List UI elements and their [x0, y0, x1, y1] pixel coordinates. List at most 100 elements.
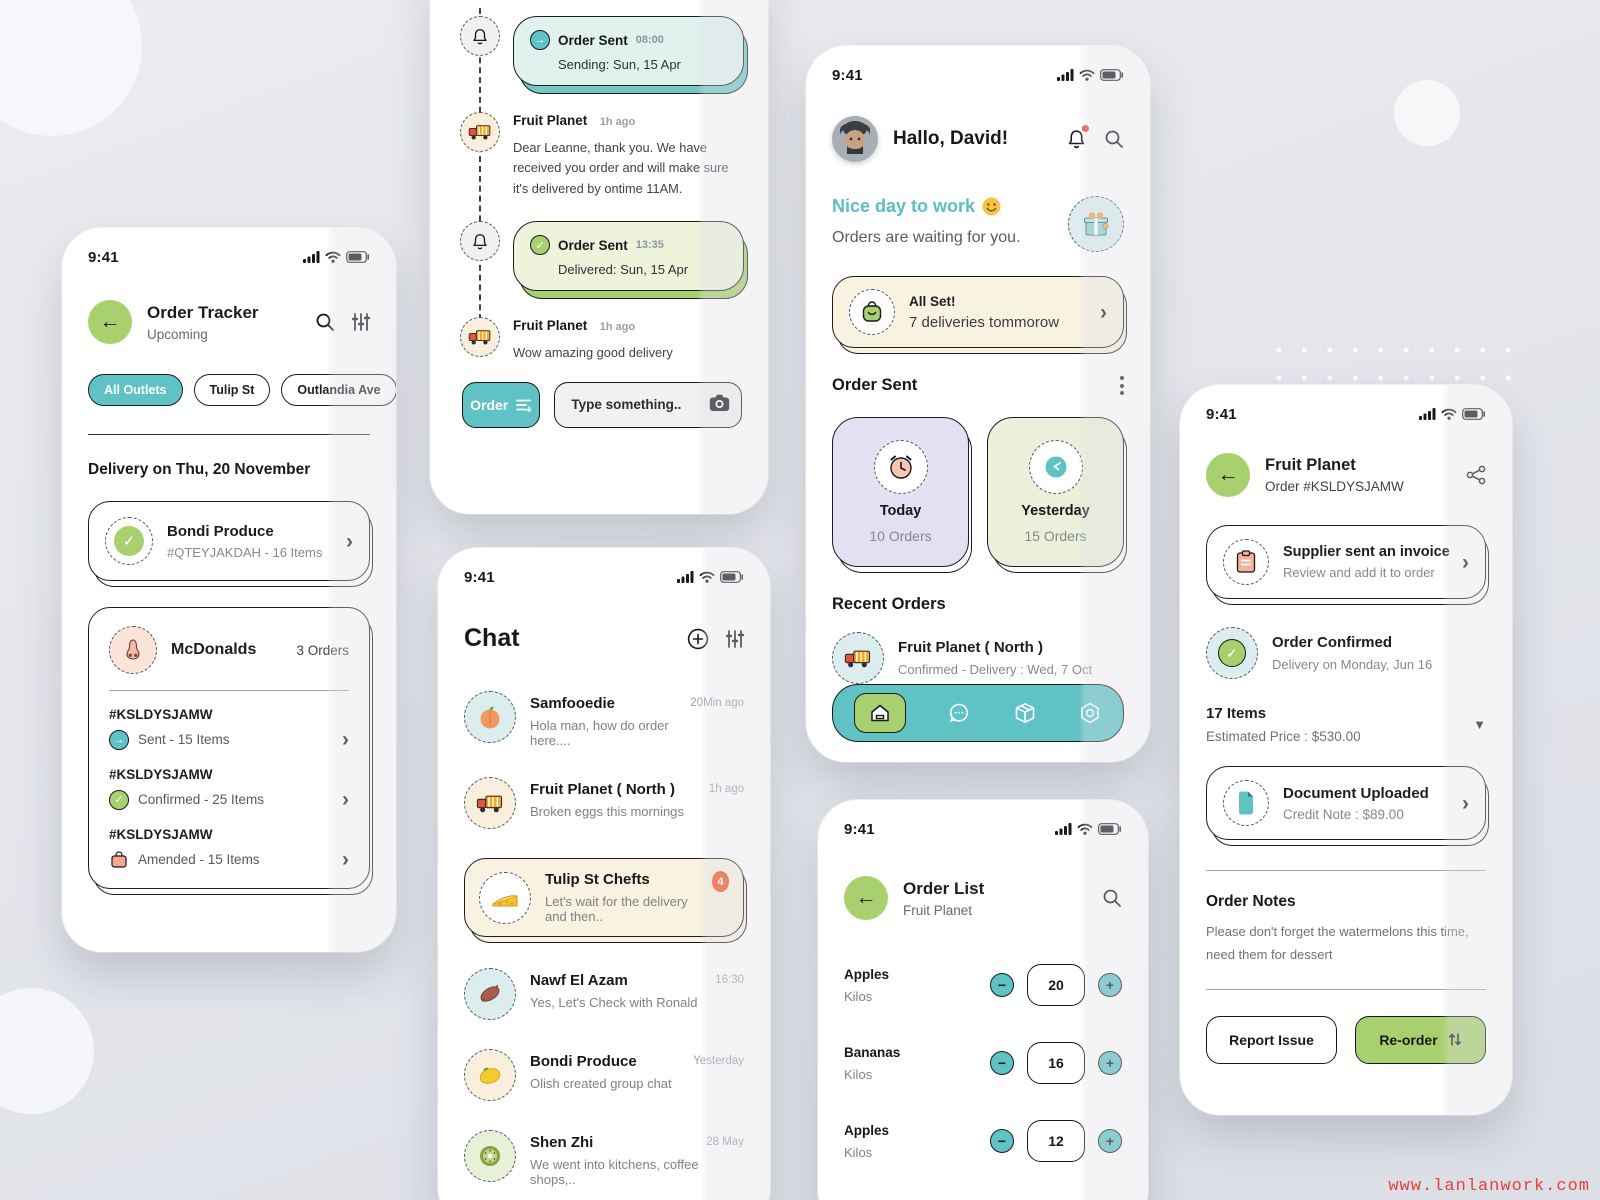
search-icon[interactable] [315, 312, 335, 332]
recent-order-row[interactable]: Fruit Planet ( North ) Confirmed - Deliv… [832, 632, 1124, 684]
chip-outlandia-ave[interactable]: Outlandia Ave [281, 374, 396, 406]
truck-icon [844, 650, 871, 667]
order-row[interactable]: #KSLDYSJAMW → Sent - 15 Items › [109, 707, 349, 750]
invoice-card[interactable]: Supplier sent an invoice Review and add … [1206, 525, 1486, 599]
peach-avatar [464, 691, 516, 743]
chat-list-item-highlighted[interactable]: Tulip St Chefts Let's wait for the deliv… [464, 858, 744, 937]
nav-orders-tab[interactable] [1013, 701, 1037, 725]
reorder-button[interactable]: Re-order [1355, 1015, 1486, 1064]
order-sent-event-card[interactable]: → Order Sent 08:00 Sending: Sun, 15 Apr [513, 16, 744, 86]
chat-time: 28 May [706, 1136, 744, 1148]
phone-order-timeline: → Order Sent 08:00 Sending: Sun, 15 Apr … [430, 0, 768, 514]
phone-order-list: 9:41 ← Order List Fruit Planet [818, 800, 1148, 1200]
order-delivered-event-card[interactable]: ✓ Order Sent 13:35 Delivered: Sun, 15 Ap… [513, 221, 744, 292]
nav-chat-tab[interactable] [947, 701, 971, 725]
camera-icon[interactable] [709, 394, 730, 417]
sweet-potato-icon [480, 984, 500, 1002]
nose-icon [126, 639, 140, 660]
cheese-icon [492, 894, 518, 906]
quantity-value[interactable]: 12 [1027, 1120, 1085, 1162]
nav-home-tab[interactable] [853, 693, 906, 733]
all-set-card[interactable]: All Set! 7 deliveries tommorow › [832, 276, 1124, 348]
nav-settings-tab[interactable] [1078, 701, 1102, 725]
share-icon[interactable] [1466, 465, 1486, 485]
report-issue-button[interactable]: Report Issue [1206, 1015, 1337, 1064]
bg-circle [1394, 80, 1460, 146]
order-button-label: Order [470, 396, 509, 413]
today-orders-card[interactable]: Today 10 Orders [832, 417, 969, 567]
item-unit: Kilos [844, 1144, 873, 1160]
clock: 9:41 [844, 820, 875, 838]
home-icon [871, 704, 889, 722]
order-notes-text: Please don't forget the watermelons this… [1206, 924, 1469, 962]
chip-tulip-st[interactable]: Tulip St [193, 374, 271, 406]
order-status: Confirmed - 25 Items [138, 792, 265, 807]
item-name: Bananas [844, 1044, 901, 1060]
settings-gear-icon [1081, 702, 1100, 724]
chat-list-item[interactable]: Fruit Planet ( North ) Broken eggs this … [464, 777, 744, 829]
recent-name: Fruit Planet ( North ) [898, 639, 1043, 656]
notifications-bell-icon[interactable] [1066, 125, 1089, 150]
green-bag-icon [862, 301, 882, 322]
decrement-button[interactable]: − [990, 973, 1014, 997]
order-row[interactable]: #KSLDYSJAMW Amended - 15 Items › [109, 827, 349, 870]
order-row[interactable]: #KSLDYSJAMW ✓ Confirmed - 25 Items › [109, 767, 349, 810]
event-time: 13:35 [635, 239, 664, 252]
page-title: Order List [903, 878, 985, 898]
status-bar: 9:41 [88, 246, 370, 268]
chat-list-item[interactable]: Samfooedie Hola man, how do order here..… [464, 691, 744, 748]
divider [1206, 870, 1486, 871]
status-icons [1057, 69, 1124, 81]
order-info: #QTEYJAKDAH - 16 Items [167, 544, 323, 560]
increment-button[interactable]: + [1098, 1129, 1122, 1153]
wifi-icon [1077, 823, 1093, 835]
page-title: Chat [464, 624, 520, 652]
order-number: Order #KSLDYSJAMW [1265, 479, 1404, 494]
increment-button[interactable]: + [1098, 1051, 1122, 1075]
user-avatar[interactable] [832, 116, 878, 162]
chat-list-item[interactable]: Nawf El Azam Yes, Let's Check with Ronal… [464, 968, 744, 1020]
outlet-name: Bondi Produce [167, 522, 274, 540]
search-icon[interactable] [1102, 888, 1122, 908]
quantity-value[interactable]: 20 [1027, 964, 1085, 1006]
phone-home: 9:41 Hallo, David! [806, 46, 1150, 762]
phone-order-detail: 9:41 ← Fruit Planet Order #KSLDYSJAMW [1180, 385, 1512, 1115]
document-title: Document Uploaded [1283, 784, 1429, 802]
filter-sliders-icon[interactable] [352, 312, 370, 332]
truck-avatar [464, 777, 516, 829]
filter-sliders-icon[interactable] [726, 629, 744, 649]
back-button[interactable]: ← [844, 876, 888, 920]
package-box-icon [1015, 703, 1035, 723]
order-button[interactable]: Order [462, 381, 541, 428]
order-status: Sent - 15 Items [138, 732, 230, 747]
kebab-menu-icon[interactable] [1120, 376, 1124, 395]
decrement-button[interactable]: − [990, 1051, 1014, 1075]
outlet-card-mcdonalds[interactable]: McDonalds 3 Orders #KSLDYSJAMW → Sent - … [88, 607, 370, 889]
quantity-value[interactable]: 16 [1027, 1042, 1085, 1084]
increment-button[interactable]: + [1098, 973, 1122, 997]
truck-icon [468, 330, 491, 345]
gift-avatar[interactable] [1068, 196, 1124, 252]
delivery-card-bondi[interactable]: ✓ Bondi Produce #QTEYJAKDAH - 16 Items › [88, 501, 370, 581]
back-button[interactable]: ← [88, 300, 132, 344]
history-clock-avatar [1028, 440, 1083, 494]
document-card[interactable]: Document Uploaded Credit Note : $89.00 › [1206, 766, 1486, 840]
sender-name: Fruit Planet [513, 113, 588, 128]
estimated-price: Estimated Price : $530.00 [1206, 729, 1361, 744]
yesterday-orders-card[interactable]: Yesterday 15 Orders [987, 417, 1124, 567]
bell-icon [473, 233, 487, 250]
chat-time: 16:30 [715, 974, 744, 986]
expand-triangle-icon[interactable]: ▼ [1473, 717, 1486, 732]
bell-icon [473, 28, 487, 44]
new-chat-plus-icon[interactable] [687, 628, 709, 650]
smiley-icon [982, 197, 1001, 216]
signal-icon [1419, 408, 1436, 420]
chat-list-item[interactable]: Bondi Produce Olish created group chat Y… [464, 1049, 744, 1101]
search-icon[interactable] [1104, 129, 1124, 149]
order-item-row: Apples Kilos − 20 + [844, 964, 1122, 1006]
back-button[interactable]: ← [1206, 453, 1250, 497]
chat-list-item[interactable]: Shen Zhi We went into kitchens, coffee s… [464, 1130, 744, 1187]
chip-all-outlets[interactable]: All Outlets [88, 374, 183, 406]
order-sent-section-title: Order Sent [832, 376, 918, 394]
decrement-button[interactable]: − [990, 1129, 1014, 1153]
